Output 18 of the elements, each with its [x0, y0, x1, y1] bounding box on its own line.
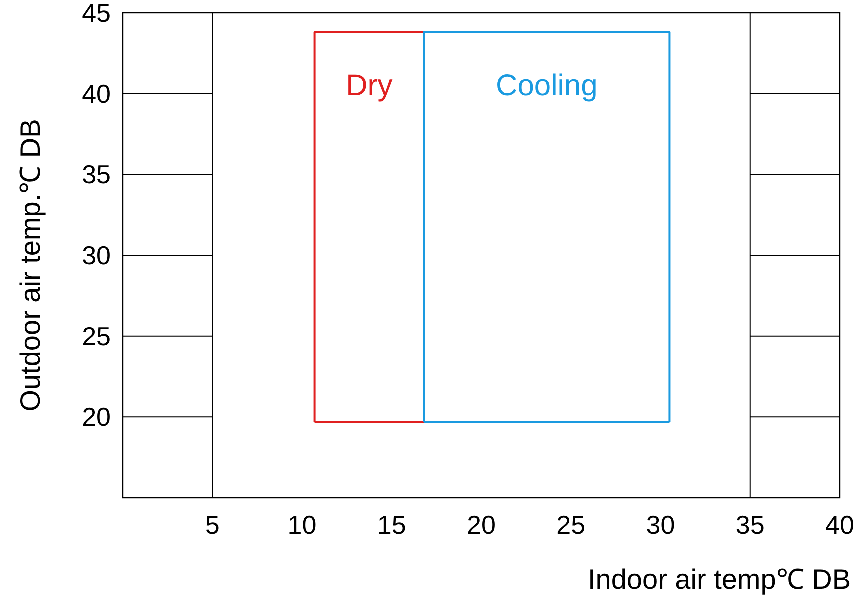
series-label: Cooling — [496, 69, 598, 102]
x-axis-title: Indoor air temp℃ DB — [588, 564, 851, 595]
y-tick-label: 20 — [82, 402, 111, 432]
x-tick-label: 20 — [467, 510, 496, 540]
y-tick-label: 35 — [82, 160, 111, 190]
y-axis-title: Outdoor air temp.℃ DB — [15, 119, 46, 412]
x-tick-label: 5 — [205, 510, 220, 540]
y-tick-label: 30 — [82, 240, 111, 270]
series-label: Dry — [346, 69, 393, 102]
y-tick-label: 45 — [82, 0, 111, 28]
x-tick-label: 25 — [556, 510, 586, 540]
y-tick-label: 25 — [82, 321, 111, 352]
x-tick-label: 40 — [826, 510, 854, 540]
x-tick-label: 35 — [736, 510, 765, 540]
x-tick-label: 15 — [377, 510, 406, 540]
x-tick-label: 30 — [646, 510, 676, 540]
y-tick-label: 40 — [82, 78, 111, 109]
x-tick-label: 10 — [288, 510, 317, 540]
